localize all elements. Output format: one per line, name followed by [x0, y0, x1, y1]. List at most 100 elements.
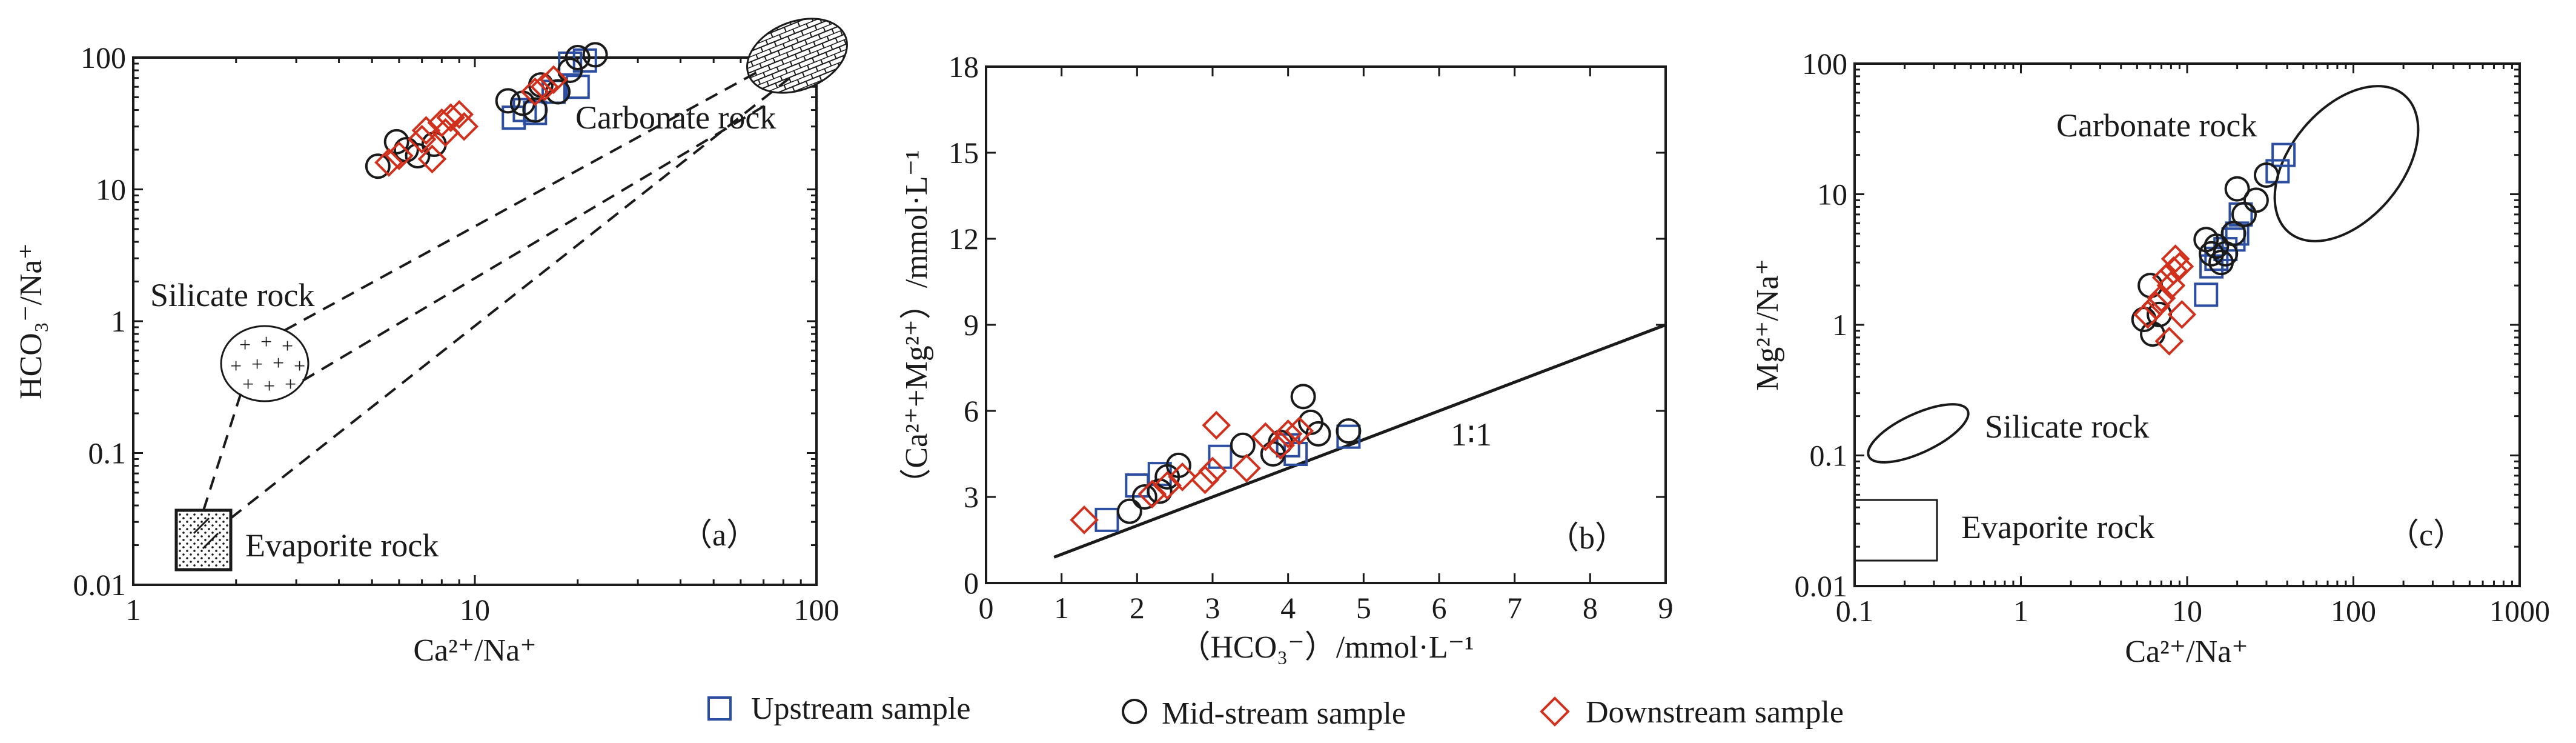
y-tick-label: 1: [111, 304, 126, 338]
downstream-point: [2160, 244, 2190, 273]
svg-text:+: +: [242, 373, 254, 396]
downstream-point: [1137, 479, 1167, 509]
x-tick-label: 4: [1280, 591, 1296, 625]
downstream-point: [1168, 462, 1197, 491]
midstream-point: [2199, 241, 2225, 267]
downstream-point: [1266, 430, 1296, 460]
panel-c-points: [2131, 142, 2296, 356]
x-tick-label: 2: [1130, 591, 1145, 625]
upstream-point: [2265, 159, 2290, 184]
midstream-point: [365, 153, 391, 179]
downstream-point: [520, 77, 550, 107]
y-tick-label: 0.1: [88, 436, 127, 470]
mixing-line-silicate-carbonate-upper: [284, 70, 759, 332]
downstream-point: [530, 72, 559, 102]
y-tick-label: 0.01: [1795, 569, 1848, 603]
y-tick-label: 100: [81, 41, 126, 75]
svg-text:+: +: [230, 355, 242, 378]
silicate-region: [220, 325, 310, 402]
panel-c-label: （c）: [2388, 518, 2465, 553]
downstream-point: [2165, 252, 2194, 281]
midstream-point: [2243, 187, 2269, 213]
downstream-point: [417, 144, 447, 174]
x-tick-label: 1: [126, 593, 141, 627]
downstream-point: [2141, 291, 2171, 321]
downstream-point: [374, 148, 403, 177]
midstream-point: [2204, 233, 2230, 259]
svg-text:+: +: [273, 352, 284, 375]
y-tick-label: 3: [964, 480, 979, 514]
downstream-point: [436, 103, 466, 132]
downstream-point: [449, 112, 479, 141]
downstream-point: [445, 100, 474, 129]
silicate-region-c: [1867, 403, 1970, 464]
panel-b-label: （b）: [1548, 521, 1626, 556]
y-tick-label: 18: [949, 50, 979, 84]
x-tick-label: 0: [979, 591, 994, 625]
x-tick-label: 9: [1658, 591, 1674, 625]
legend-midstream-label: Mid-stream sample: [1162, 696, 1406, 731]
y-tick-label: 6: [964, 394, 979, 428]
y-tick-label: 15: [949, 136, 979, 170]
midstream-point: [2220, 221, 2247, 247]
svg-text:+: +: [251, 353, 263, 376]
svg-text:+: +: [263, 375, 275, 398]
x-tick-label: 10: [460, 593, 490, 627]
downstream-point: [1198, 456, 1227, 486]
mixing-line-silicate-carbonate-lower: [302, 102, 770, 382]
midstream-point: [1290, 384, 1316, 410]
upstream-point: [558, 51, 583, 76]
upstream-point: [2194, 282, 2219, 307]
panel-a-xlabel: Ca²⁺/Na⁺: [413, 633, 536, 668]
one-to-one-label: 1∶1: [1451, 416, 1492, 453]
x-tick-label: 100: [2331, 594, 2376, 628]
midstream-point: [2224, 176, 2250, 202]
y-tick-label: 9: [964, 308, 979, 342]
upstream-point: [1208, 444, 1233, 469]
panel-a-label: （a）: [681, 518, 758, 553]
upstream-point: [565, 75, 590, 99]
x-tick-label: 1: [1054, 591, 1069, 625]
y-tick-label: 12: [949, 222, 979, 256]
mixing-line-evaporite-silicate: [202, 392, 242, 511]
silicate-rock-label: Silicate rock: [150, 277, 314, 313]
panel-b-ylabel: （Ca²⁺+Mg²⁺）/mmol·L⁻¹: [899, 150, 934, 499]
legend: Upstream sample Mid-stream sample Downst…: [707, 691, 1844, 731]
midstream-point: [1230, 432, 1256, 458]
x-tick-label: 8: [1583, 591, 1598, 625]
midstream-point: [1131, 484, 1157, 510]
x-tick-label: 1000: [2489, 594, 2550, 628]
panel-a-ylabel: HCO₃⁻/Na⁺: [14, 243, 48, 399]
panel-c-ylabel: Mg²⁺/Na⁺: [1750, 259, 1785, 391]
evaporite-hatch: [193, 517, 219, 550]
mixing-line-evaporite-carbonate: [230, 78, 790, 519]
legend-downstream-label: Downstream sample: [1586, 695, 1844, 730]
x-tick-label: 1: [2013, 594, 2028, 628]
upstream-point: [1094, 507, 1119, 532]
midstream-point: [1336, 418, 1362, 444]
carbonate-rock-label: Carbonate rock: [575, 99, 776, 136]
downstream-point: [385, 141, 414, 170]
panel-b-frame: [985, 65, 1667, 584]
downstream-point: [2147, 284, 2176, 313]
y-tick-label: 1: [1832, 308, 1847, 342]
carbonate-region-c: [2273, 85, 2420, 242]
panel-c-xlabel: Ca²⁺/Na⁺: [2125, 635, 2248, 669]
evaporite-region-c: [1855, 499, 1938, 562]
downstream-point: [1251, 422, 1280, 451]
midstream-point: [582, 42, 608, 68]
downstream-point: [2154, 327, 2184, 356]
downstream-point: [2133, 300, 2162, 329]
x-tick-label: 5: [1356, 591, 1371, 625]
evaporite-rock-label: Evaporite rock: [245, 527, 439, 564]
x-tick-label: 10: [2172, 594, 2202, 628]
evaporite-rock-label-c: Evaporite rock: [1961, 509, 2154, 545]
silicate-rock-label-c: Silicate rock: [1985, 408, 2149, 445]
x-tick-label: 7: [1507, 591, 1522, 625]
silicate-pattern: + + + + + + + + + +: [230, 331, 305, 398]
x-tick-label: 100: [794, 593, 839, 627]
legend-upstream-marker: [707, 696, 732, 721]
svg-text:+: +: [260, 331, 272, 353]
